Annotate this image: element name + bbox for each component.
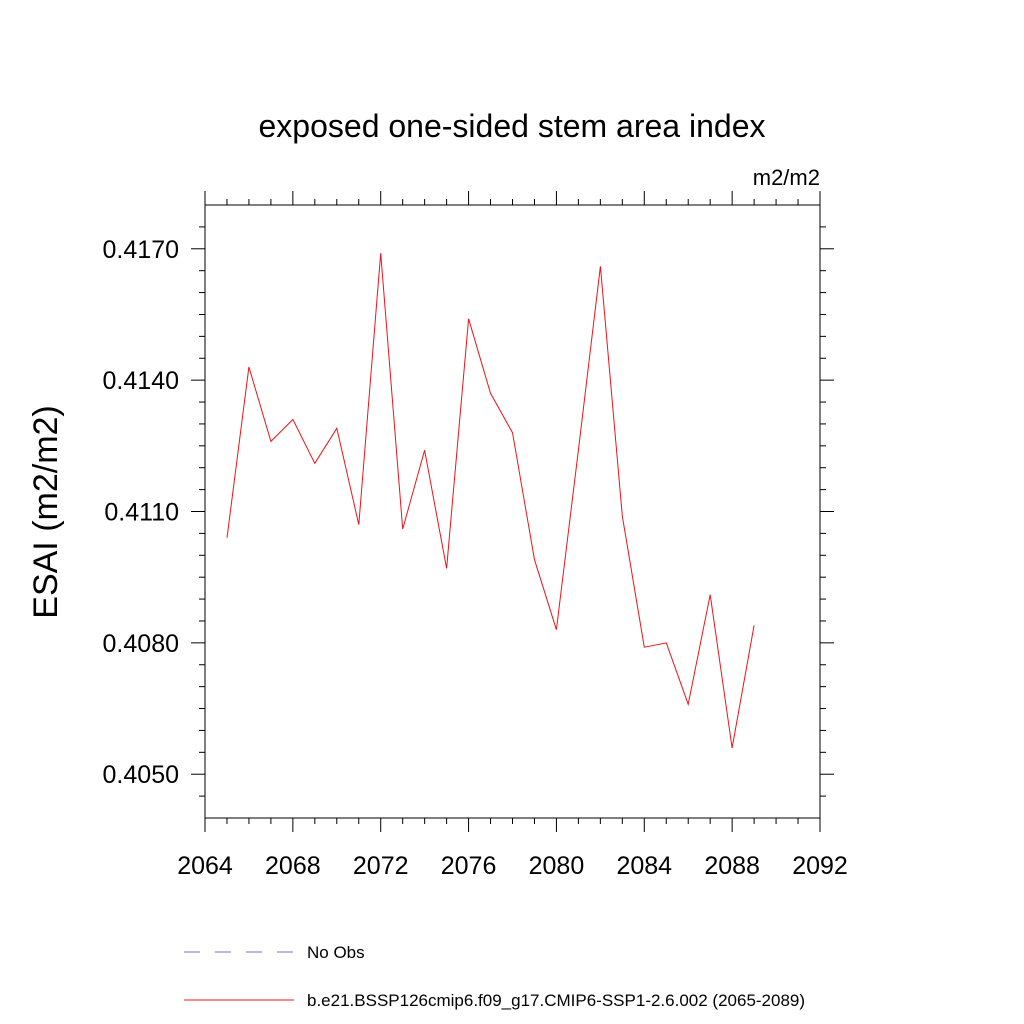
y-tick-label: 0.4050 — [103, 761, 179, 789]
y-tick-label: 0.4170 — [103, 236, 179, 264]
plot-frame — [204, 204, 821, 819]
series-layer — [226, 253, 755, 748]
legend-label-model: b.e21.BSSP126cmip6.f09_g17.CMIP6-SSP1-2.… — [307, 991, 805, 1010]
chart-title: exposed one-sided stem area index — [259, 108, 766, 144]
y-tick-label: 0.4140 — [103, 367, 179, 395]
y-axis-label: ESAI (m2/m2) — [27, 405, 65, 618]
legend: No Obs b.e21.BSSP126cmip6.f09_g17.CMIP6-… — [184, 943, 805, 1010]
y-tick-labels: 0.4050 0.4080 0.4110 0.4140 0.4170 — [103, 236, 179, 789]
x-tick-label: 2068 — [265, 852, 321, 880]
axis-ticks — [191, 191, 834, 832]
series-line-1 — [226, 253, 755, 748]
x-tick-label: 2080 — [529, 852, 585, 880]
x-tick-label: 2072 — [353, 852, 409, 880]
x-tick-label: 2064 — [177, 852, 233, 880]
legend-label-no-obs: No Obs — [307, 943, 365, 962]
x-tick-labels: 2064 2068 2072 2076 2080 2084 2088 2092 — [177, 852, 848, 880]
x-tick-label: 2076 — [441, 852, 497, 880]
x-tick-label: 2092 — [792, 852, 848, 880]
x-tick-label: 2084 — [616, 852, 672, 880]
y-tick-label: 0.4080 — [103, 630, 179, 658]
units-label: m2/m2 — [753, 165, 820, 190]
x-tick-label: 2088 — [704, 852, 760, 880]
y-tick-label: 0.4110 — [104, 499, 179, 527]
